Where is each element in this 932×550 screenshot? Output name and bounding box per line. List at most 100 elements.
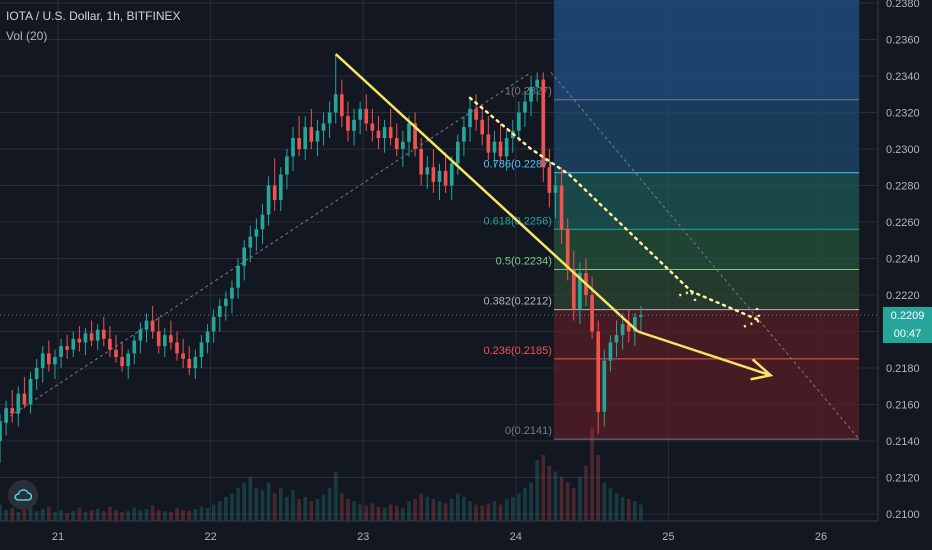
candle	[205, 331, 210, 343]
volume-bar	[89, 510, 94, 521]
volume-bar	[10, 507, 15, 521]
volume-bar	[16, 512, 21, 521]
candle	[162, 335, 167, 347]
candle	[553, 185, 558, 193]
volume-bar	[480, 505, 485, 521]
volume-bar	[462, 496, 466, 521]
volume-bar	[504, 499, 509, 521]
candle	[83, 333, 88, 343]
volume-bar	[608, 488, 613, 521]
y-tick-label: 0.2320	[886, 108, 920, 120]
projection-arrow-mid	[678, 289, 699, 306]
volume-indicator-label[interactable]: Vol (20)	[6, 29, 48, 43]
candle	[260, 214, 265, 230]
candle	[382, 127, 387, 139]
candle	[272, 185, 277, 201]
volume-bar	[626, 499, 631, 521]
volume-bar	[272, 493, 277, 521]
volume-bar	[376, 506, 381, 521]
volume-bar	[224, 496, 228, 521]
candle	[394, 138, 399, 149]
volume-bar	[77, 507, 82, 521]
volume-bar	[53, 512, 57, 521]
candle	[0, 422, 2, 441]
candle	[620, 324, 625, 336]
volume-bar	[236, 488, 240, 521]
candle	[486, 134, 491, 153]
candle	[559, 185, 564, 230]
candle	[266, 185, 271, 215]
volume-bar	[358, 504, 362, 521]
candle	[358, 108, 362, 120]
y-tick-label: 0.2240	[886, 254, 920, 266]
volume-bar	[114, 510, 118, 521]
volume-bar	[364, 505, 369, 521]
volume-bar	[370, 503, 375, 521]
candle	[352, 119, 356, 131]
tradingview-logo-icon[interactable]	[8, 480, 38, 510]
candle	[431, 167, 436, 182]
volume-bar	[486, 503, 491, 521]
volume-bar	[132, 507, 137, 521]
volume-bar	[144, 508, 149, 521]
candle	[626, 324, 631, 332]
volume-bar	[108, 506, 112, 521]
candle	[193, 357, 198, 368]
candle	[187, 358, 192, 368]
candle	[333, 94, 338, 113]
volume-bar	[639, 504, 643, 521]
candle	[571, 269, 576, 310]
candle	[614, 335, 619, 343]
candle	[309, 127, 314, 142]
candle	[278, 174, 283, 201]
candle	[578, 273, 582, 310]
y-tick-label: 0.2360	[886, 35, 920, 47]
fib-level-label: 0.5(0.2234)	[496, 255, 552, 267]
candle	[523, 101, 527, 113]
candle	[632, 316, 637, 332]
candle	[230, 287, 234, 299]
candle	[297, 138, 301, 149]
candle	[108, 338, 112, 350]
fib-level-label: 0.382(0.2212)	[483, 296, 552, 308]
candle	[95, 329, 100, 341]
volume-bar	[547, 466, 552, 521]
fib-level-label: 0(0.2141)	[505, 425, 552, 437]
price-axis-bg	[878, 0, 932, 550]
candle	[34, 368, 39, 379]
candle	[407, 123, 411, 142]
y-tick-label: 0.2120	[886, 473, 920, 485]
candle	[547, 167, 552, 193]
candle	[346, 116, 350, 131]
volume-bar	[321, 494, 326, 521]
x-tick-label: 26	[815, 531, 827, 543]
candle	[340, 94, 344, 117]
candle	[40, 353, 45, 368]
volume-bar	[199, 506, 204, 521]
volume-bar	[407, 501, 411, 521]
volume-bar	[559, 477, 564, 521]
candle	[370, 123, 375, 131]
candle	[169, 335, 173, 343]
x-tick-label: 25	[662, 531, 674, 543]
candle	[132, 340, 137, 354]
fib-zone	[553, 99, 860, 173]
candle	[114, 349, 118, 358]
candle	[468, 108, 472, 128]
volume-bar	[260, 490, 265, 521]
countdown-tag: 00:47	[883, 325, 932, 343]
y-tick-label: 0.2280	[886, 181, 920, 193]
volume-bar	[510, 496, 515, 521]
candle	[89, 333, 94, 341]
candle	[413, 123, 417, 149]
y-tick-label: 0.2100	[886, 509, 920, 521]
candle	[364, 108, 369, 124]
volume-bar	[632, 501, 637, 521]
volume-bar	[65, 513, 69, 521]
volume-bar	[0, 504, 2, 521]
volume-bar	[101, 511, 106, 521]
volume-bar	[541, 455, 546, 521]
candle	[425, 167, 430, 175]
volume-bar	[431, 499, 436, 521]
